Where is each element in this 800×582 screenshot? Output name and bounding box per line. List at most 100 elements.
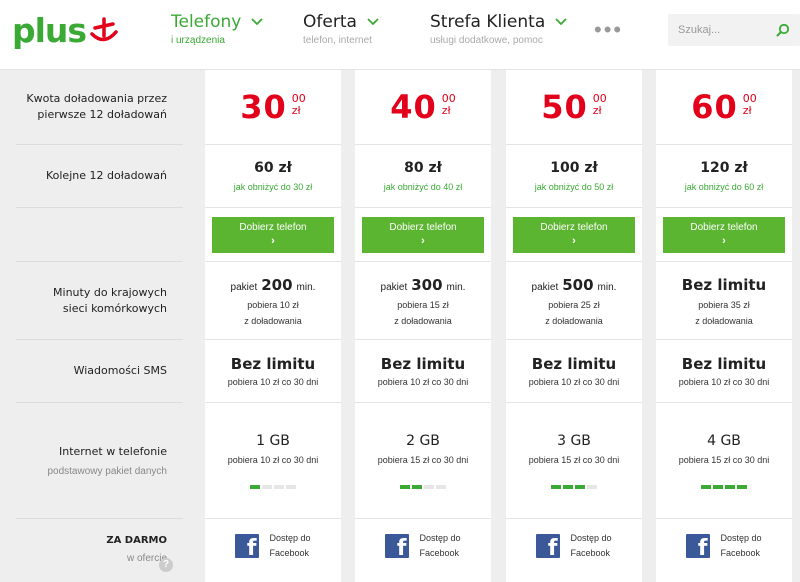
- internet-fee: pobiera 15 zł co 30 dni: [528, 454, 620, 465]
- search-icon[interactable]: [776, 23, 790, 37]
- lower-price-link[interactable]: jak obniżyć do 30 zł: [233, 182, 313, 192]
- nav-oferta-subtitle: telefon, internet: [303, 35, 372, 46]
- sms-unlimited: Bez limitu: [531, 355, 617, 373]
- row-labels: Kwota doładowania przez pierwsze 12 doła…: [16, 70, 183, 582]
- sms-fee: pobiera 10 zł co 30 dni: [377, 377, 469, 387]
- price-decimal: 00 zł: [743, 93, 757, 117]
- free-cell: f Dostęp do Facebook: [506, 519, 642, 582]
- minutes-cell: pakiet 500 min. pobiera 25 zł z doładowa…: [506, 262, 642, 340]
- next-price: 120 zł: [700, 160, 748, 176]
- data-level-bar: [701, 484, 711, 489]
- facebook-access[interactable]: f Dostęp do Facebook: [686, 531, 762, 561]
- label-minutes: Minuty do krajowych sieci komórkowych: [16, 262, 183, 340]
- logo[interactable]: plus: [12, 10, 119, 50]
- internet-cell: 4 GB pobiera 15 zł co 30 dni: [656, 403, 792, 519]
- internet-fee: pobiera 15 zł co 30 dni: [678, 454, 770, 465]
- choose-phone-label: Dobierz telefon: [239, 222, 307, 233]
- minutes-suffix: min.: [597, 281, 617, 293]
- price-amount: 60: [691, 88, 738, 126]
- nav-oferta[interactable]: Oferta telefon, internet: [303, 12, 379, 46]
- lower-price-link[interactable]: jak obniżyć do 40 zł: [383, 182, 463, 192]
- nav-strefa-subtitle: usługi dodatkowe, pomoc: [430, 35, 543, 46]
- nav-strefa-title: Strefa Klienta: [430, 12, 567, 32]
- data-level-indicator: [700, 484, 748, 489]
- minutes-fee: pobiera 25 zł: [548, 299, 600, 310]
- minutes-suffix: min.: [296, 281, 316, 293]
- data-level-bar: [563, 484, 573, 489]
- free-cell: f Dostęp do Facebook: [205, 519, 341, 582]
- more-menu-button[interactable]: •••: [594, 17, 624, 42]
- label-minutes-text: Minuty do krajowych sieci komórkowych: [53, 285, 167, 315]
- plan-column: 50 00 zł 100 zł jak obniżyć do 50 zł Dob…: [506, 70, 642, 582]
- sms-unlimited: Bez limitu: [681, 355, 767, 373]
- label-sms-text: Wiadomości SMS: [73, 364, 167, 377]
- minutes-value: 500: [562, 275, 594, 294]
- next-price: 100 zł: [550, 160, 598, 176]
- minutes-fee: pobiera 10 zł: [247, 299, 299, 310]
- price-unit: zł: [592, 104, 602, 117]
- facebook-access[interactable]: f Dostęp do Facebook: [385, 531, 461, 561]
- next-topup-cell: 120 zł jak obniżyć do 60 zł: [656, 145, 792, 208]
- minutes-source: z doładowania: [244, 315, 302, 326]
- search-input[interactable]: [678, 22, 768, 38]
- nav-strefa-klienta[interactable]: Strefa Klienta usługi dodatkowe, pomoc: [430, 12, 567, 46]
- label-empty: [16, 208, 183, 262]
- choose-phone-button[interactable]: Dobierz telefon ›: [212, 216, 334, 253]
- data-level-bar: [713, 484, 723, 489]
- facebook-access[interactable]: f Dostęp do Facebook: [235, 531, 311, 561]
- lower-price-link[interactable]: jak obniżyć do 50 zł: [534, 182, 614, 192]
- first-topup-cell: 50 00 zł: [506, 70, 642, 145]
- nav-strefa-label: Strefa Klienta: [430, 12, 546, 32]
- choose-phone-button[interactable]: Dobierz telefon ›: [663, 216, 785, 253]
- price-amount: 40: [390, 88, 437, 126]
- button-cell: Dobierz telefon ›: [355, 208, 491, 262]
- price: 50 00 zł: [541, 90, 607, 124]
- minutes-package: pakiet 200 min.: [231, 276, 316, 294]
- facebook-access[interactable]: f Dostęp do Facebook: [536, 531, 612, 561]
- nav-telefony[interactable]: Telefony i urządzenia: [171, 12, 263, 46]
- info-icon[interactable]: ?: [159, 558, 173, 572]
- label-internet-subtext: podstawowy pakiet danych: [47, 466, 167, 477]
- data-level-bar: [412, 484, 422, 489]
- chevron-right-icon: ›: [572, 235, 576, 247]
- facebook-icon: f: [686, 534, 711, 560]
- facebook-access-line2: Facebook: [720, 548, 761, 558]
- minutes-unlimited: Bez limitu: [681, 275, 767, 294]
- next-topup-cell: 100 zł jak obniżyć do 50 zł: [506, 145, 642, 208]
- facebook-access-line2: Facebook: [570, 548, 611, 558]
- facebook-icon: f: [536, 534, 561, 560]
- price: 30 00 zł: [240, 90, 306, 124]
- button-cell: Dobierz telefon ›: [506, 208, 642, 262]
- logo-text: plus: [12, 10, 87, 50]
- data-level-bar: [250, 484, 260, 489]
- button-cell: Dobierz telefon ›: [205, 208, 341, 262]
- sms-cell: Bez limitu pobiera 10 zł co 30 dni: [506, 340, 642, 403]
- internet-cell: 2 GB pobiera 15 zł co 30 dni: [355, 403, 491, 519]
- sms-fee: pobiera 10 zł co 30 dni: [227, 377, 319, 387]
- minutes-prefix: pakiet: [230, 281, 258, 293]
- price-amount: 30: [240, 88, 287, 126]
- price-decimal: 00 zł: [442, 93, 456, 117]
- next-topup-cell: 60 zł jak obniżyć do 30 zł: [205, 145, 341, 208]
- label-first-topup: Kwota doładowania przez pierwsze 12 doła…: [16, 70, 183, 145]
- choose-phone-button[interactable]: Dobierz telefon ›: [513, 216, 635, 253]
- sms-unlimited: Bez limitu: [380, 355, 466, 373]
- first-topup-cell: 40 00 zł: [355, 70, 491, 145]
- sms-cell: Bez limitu pobiera 10 zł co 30 dni: [656, 340, 792, 403]
- label-free-text: ZA DARMO: [106, 535, 167, 546]
- minutes-source: z doładowania: [394, 315, 452, 326]
- next-price: 80 zł: [404, 160, 442, 176]
- internet-amount: 3 GB: [557, 432, 591, 449]
- lower-price-link[interactable]: jak obniżyć do 60 zł: [684, 182, 764, 192]
- nav-telefony-subtitle: i urządzenia: [171, 35, 225, 46]
- minutes-source: z doładowania: [545, 315, 603, 326]
- price-cents: 00: [441, 92, 456, 105]
- site-header: plus Telefony i urządzenia Oferta telefo…: [0, 0, 800, 70]
- minutes-fee: pobiera 35 zł: [698, 299, 750, 310]
- choose-phone-button[interactable]: Dobierz telefon ›: [362, 216, 484, 253]
- label-next-topup: Kolejne 12 doładowań: [16, 145, 183, 208]
- choose-phone-label: Dobierz telefon: [389, 222, 457, 233]
- logo-mark-icon: [90, 17, 118, 42]
- data-level-bar: [274, 484, 284, 489]
- choose-phone-label: Dobierz telefon: [690, 222, 758, 233]
